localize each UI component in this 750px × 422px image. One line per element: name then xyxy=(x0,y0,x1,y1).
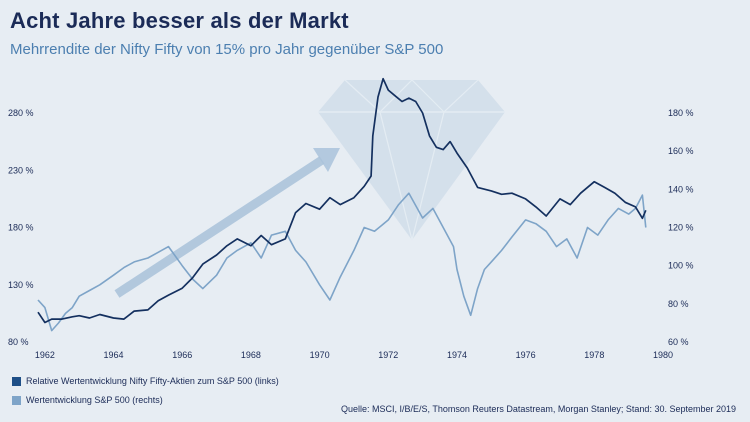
left-axis-tick-label: 130 % xyxy=(8,280,34,290)
series-line-nifty xyxy=(37,77,647,324)
trend-arrow-head xyxy=(313,148,340,172)
left-axis-tick-label: 280 % xyxy=(8,108,34,118)
right-axis-tick-label: 140 % xyxy=(668,184,694,194)
right-axis-tick-label: 80 % xyxy=(668,299,689,309)
x-axis-tick-label: 1974 xyxy=(447,350,467,360)
left-axis-tick-label: 80 % xyxy=(8,337,29,347)
right-axis-tick-label: 100 % xyxy=(668,261,694,271)
x-axis-tick-label: 1976 xyxy=(516,350,536,360)
right-axis-tick-label: 160 % xyxy=(668,146,694,156)
legend-item-sp500: Wertentwicklung S&P 500 (rechts) xyxy=(12,395,163,405)
legend-swatch-sp500 xyxy=(12,395,21,405)
right-axis-tick-label: 60 % xyxy=(668,337,689,347)
left-axis-tick-label: 180 % xyxy=(8,223,34,233)
chart-title: Acht Jahre besser als der Markt xyxy=(10,8,349,33)
left-axis-ticks: 80 % 130 % 180 % 230 % 280 % xyxy=(8,108,34,347)
legend-label-nifty: Relative Wertentwicklung Nifty Fifty-Akt… xyxy=(26,376,279,386)
x-axis-tick-label: 1964 xyxy=(104,350,124,360)
diamond-facet-line xyxy=(379,79,445,113)
diamond-graphic xyxy=(318,80,505,240)
chart-subtitle: Mehrrendite der Nifty Fifty von 15% pro … xyxy=(10,41,444,58)
series-line-sp500 xyxy=(37,192,647,332)
source-note: Quelle: MSCI, I/B/E/S, Thomson Reuters D… xyxy=(340,404,736,414)
legend-item-nifty: Relative Wertentwicklung Nifty Fifty-Akt… xyxy=(12,376,279,386)
x-axis-ticks: 1962 1964 1966 1968 1970 1972 1974 1976 1978 1980 xyxy=(35,350,673,360)
left-axis-tick-label: 230 % xyxy=(8,165,34,175)
legend-label-sp500: Wertentwicklung S&P 500 (rechts) xyxy=(26,395,163,405)
x-axis-tick-label: 1972 xyxy=(378,350,398,360)
x-axis-tick-label: 1978 xyxy=(584,350,604,360)
legend-swatch-nifty xyxy=(12,376,21,386)
right-axis-tick-label: 180 % xyxy=(668,108,694,118)
decoration-layer xyxy=(114,79,505,298)
right-axis-ticks: 60 % 80 % 100 % 120 % 140 % 160 % 180 % xyxy=(668,108,694,347)
x-axis-tick-label: 1970 xyxy=(310,350,330,360)
series-layer xyxy=(37,77,647,332)
x-axis-tick-label: 1980 xyxy=(653,350,673,360)
right-axis-tick-label: 120 % xyxy=(668,223,694,233)
diamond-facet-line xyxy=(344,79,479,241)
x-axis-tick-label: 1966 xyxy=(172,350,192,360)
trend-arrow-shaft xyxy=(114,156,325,298)
x-axis-tick-label: 1968 xyxy=(241,350,261,360)
x-axis-tick-label: 1962 xyxy=(35,350,55,360)
